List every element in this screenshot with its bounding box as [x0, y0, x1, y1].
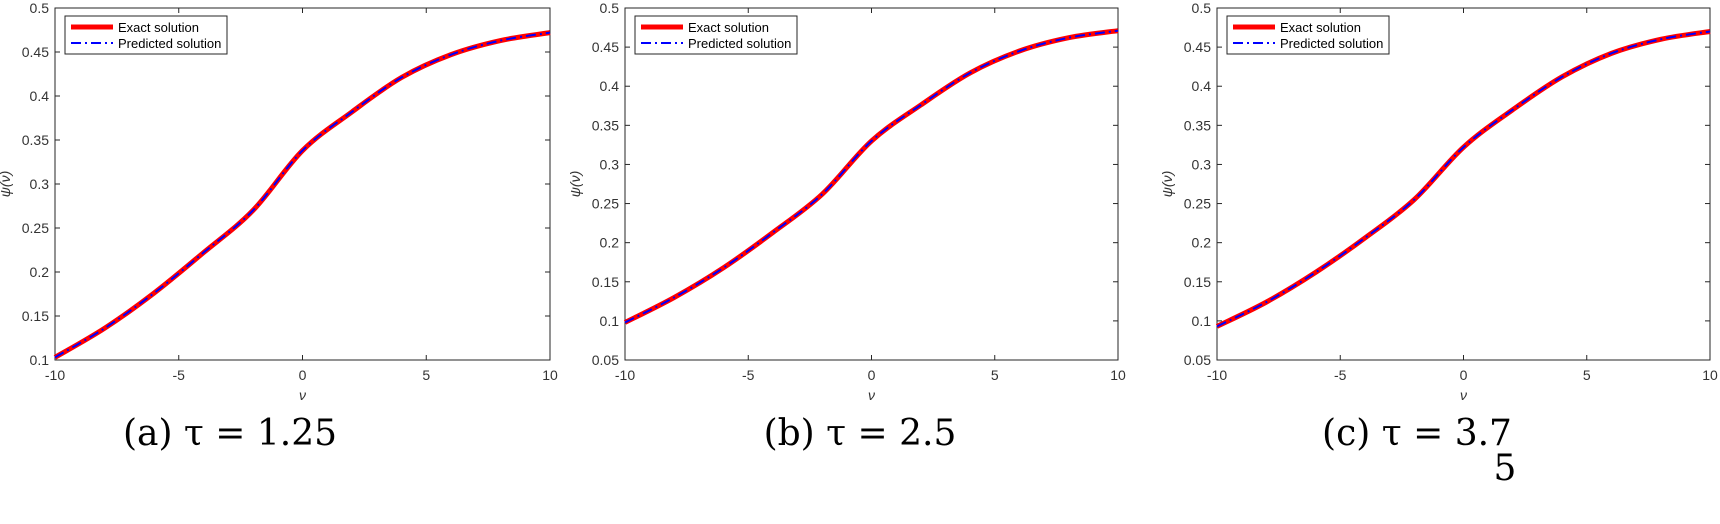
- legend-label: Exact solution: [688, 20, 769, 35]
- y-tick-label: 0.45: [22, 44, 49, 60]
- y-tick-label: 0.35: [592, 117, 619, 133]
- chart-panel-2: -10 -5 0 5 10 0.05 0.1 0.15 0.2 0.25 0.3 0.35 0.4 0.4…: [567, 0, 1126, 454]
- subfigure-caption: (c) τ = 3.7: [1322, 413, 1512, 454]
- y-tick-label: 0.5: [1192, 0, 1212, 16]
- subfigure-caption-extra: 5: [1494, 448, 1517, 489]
- y-tick-label: 0.3: [1192, 156, 1212, 172]
- legend-label: Exact solution: [1280, 20, 1361, 35]
- y-tick-label: 0.45: [592, 39, 619, 55]
- x-tick-label: 10: [542, 367, 558, 383]
- legend-label: Exact solution: [118, 20, 199, 35]
- chart-panel-1: -10 -5 0 5 10 0.1 0.15 0.2 0.25 0.3 0.35 0.4 0.45 0.5…: [0, 0, 558, 454]
- y-tick-label: 0.25: [1184, 196, 1211, 212]
- y-tick-label: 0.4: [30, 88, 50, 104]
- x-tick-label: -10: [615, 367, 635, 383]
- y-tick-label: 0.4: [1192, 78, 1212, 94]
- y-tick-label: 0.1: [1192, 313, 1212, 329]
- series-line-predicted: [624, 29, 1119, 324]
- y-tick-label: 0.35: [1184, 117, 1211, 133]
- x-tick-label: 5: [422, 367, 430, 383]
- legend-box: [1226, 15, 1390, 55]
- y-axis-label: ψ(ν): [0, 171, 13, 198]
- subfigure-caption: (b) τ = 2.5: [764, 413, 957, 454]
- legend-label: Predicted solution: [1280, 36, 1383, 51]
- series-line-predicted: [1216, 30, 1711, 328]
- y-axis-label: ψ(ν): [1159, 171, 1175, 198]
- y-tick-label: 0.1: [600, 313, 620, 329]
- y-tick-label: 0.2: [600, 235, 620, 251]
- y-tick-label: 0.5: [30, 0, 50, 16]
- y-tick-label: 0.25: [592, 196, 619, 212]
- y-tick-label: 0.05: [592, 352, 619, 368]
- chart-panel-3: -10 -5 0 5 10 0.05 0.1 0.15 0.2 0.25 0.3 0.35 0.4 0.4…: [1159, 0, 1718, 489]
- y-axis-label: ψ(ν): [567, 171, 583, 198]
- legend-box: [634, 15, 798, 55]
- y-tick-label: 0.35: [22, 132, 49, 148]
- x-tick-label: 0: [1460, 367, 1468, 383]
- x-tick-label: -5: [1334, 367, 1347, 383]
- y-tick-label: 0.45: [1184, 39, 1211, 55]
- legend-box: [64, 15, 228, 55]
- y-tick-label: 0.3: [600, 156, 620, 172]
- series-line-predicted: [54, 31, 551, 359]
- y-tick-label: 0.4: [600, 78, 620, 94]
- x-tick-label: -5: [173, 367, 186, 383]
- y-tick-label: 0.1: [30, 352, 50, 368]
- x-tick-label: 10: [1110, 367, 1126, 383]
- x-tick-label: -5: [742, 367, 755, 383]
- x-tick-label: 0: [299, 367, 307, 383]
- x-tick-label: 0: [868, 367, 876, 383]
- x-axis-label: ν: [299, 387, 306, 403]
- x-tick-label: -10: [45, 367, 65, 383]
- y-tick-label: 0.15: [592, 274, 619, 290]
- x-tick-label: -10: [1207, 367, 1227, 383]
- x-tick-label: 5: [1583, 367, 1591, 383]
- y-tick-label: 0.05: [1184, 352, 1211, 368]
- y-tick-label: 0.15: [1184, 274, 1211, 290]
- y-tick-label: 0.25: [22, 220, 49, 236]
- y-tick-label: 0.2: [30, 264, 50, 280]
- subfigure-caption: (a) τ = 1.25: [123, 413, 337, 454]
- legend-label: Predicted solution: [688, 36, 791, 51]
- y-tick-label: 0.15: [22, 308, 49, 324]
- x-tick-label: 10: [1702, 367, 1718, 383]
- legend-label: Predicted solution: [118, 36, 221, 51]
- x-axis-label: ν: [1460, 387, 1467, 403]
- plot-area: [1216, 7, 1711, 361]
- x-tick-label: 5: [991, 367, 999, 383]
- plot-area: [624, 7, 1119, 361]
- plot-area: [54, 7, 551, 361]
- y-tick-label: 0.5: [600, 0, 620, 16]
- y-tick-label: 0.3: [30, 176, 50, 192]
- y-tick-label: 0.2: [1192, 235, 1212, 251]
- x-axis-label: ν: [868, 387, 875, 403]
